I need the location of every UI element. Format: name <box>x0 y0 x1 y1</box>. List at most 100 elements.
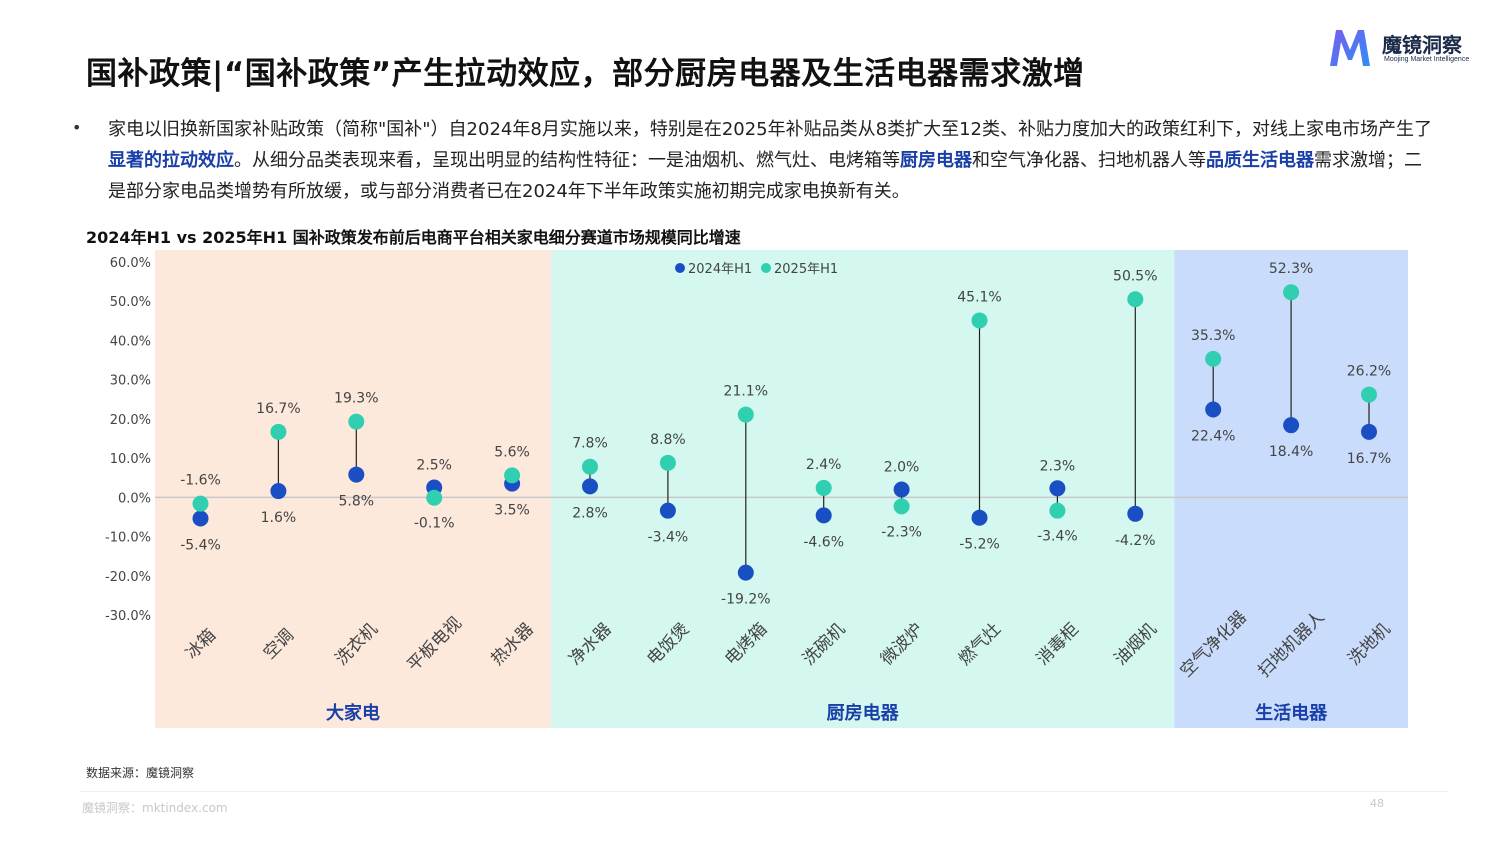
page-title: 国补政策|“国补政策”产生拉动效应，部分厨房电器及生活电器需求激增 <box>86 56 1085 92</box>
point-2024 <box>971 509 988 526</box>
point-2024 <box>815 507 832 524</box>
point-2024 <box>1127 505 1144 522</box>
y-tick-label: -30.0% <box>105 609 151 624</box>
data-label-2025: 19.3% <box>334 391 378 407</box>
point-2025 <box>192 495 209 512</box>
data-label-2024: 2.8% <box>572 505 608 521</box>
logo-name: 魔镜洞察 <box>1382 33 1462 57</box>
data-label-2025: -0.1% <box>414 516 455 532</box>
data-label-2024: 2.5% <box>416 458 452 474</box>
data-label-2025: 35.3% <box>1191 328 1235 344</box>
point-2024 <box>582 478 598 495</box>
data-label-2025: 5.6% <box>494 444 530 460</box>
data-label-2024: -4.6% <box>803 534 844 550</box>
data-source: 数据来源：魔镜洞察 <box>86 766 195 780</box>
summary-part-2: 。从细分品类表现来看，呈现出明显的结构性特征：一是油烟机、燃气灶、电烤箱等 <box>234 150 900 171</box>
data-label-2024: -19.2% <box>721 592 771 608</box>
data-label-2024: 5.8% <box>339 494 375 510</box>
y-tick-label: -10.0% <box>105 531 151 546</box>
point-2025 <box>1361 386 1377 403</box>
point-2025 <box>348 413 365 430</box>
point-2024 <box>270 483 287 500</box>
legend-label-2024: 2024年H1 <box>688 262 752 277</box>
data-label-2024: -5.4% <box>180 538 221 554</box>
highlight-kitchen: 厨房电器 <box>900 150 972 171</box>
bullet-marker: • <box>72 118 82 137</box>
y-tick-label: 50.0% <box>110 295 151 310</box>
point-2025 <box>1283 284 1300 301</box>
data-label-2025: -1.6% <box>180 473 221 489</box>
point-2025 <box>737 406 754 423</box>
point-2024 <box>659 502 676 519</box>
data-label-2024: -5.2% <box>959 537 1000 553</box>
point-2024 <box>893 481 910 498</box>
group-band <box>551 250 1175 728</box>
legend-marker-2025 <box>761 263 771 273</box>
point-2024 <box>1361 423 1377 440</box>
summary-part-4: 需求激增；二是部分家电品类增势有所放缓，或与部分消费者已在2024年下半年政策实… <box>108 150 1422 202</box>
point-2025 <box>815 479 832 496</box>
summary-part-1: 家电以旧换新国家补贴政策（简称"国补"）自2024年8月实施以来，特别是在202… <box>108 119 1432 140</box>
legend-label-2025: 2025年H1 <box>774 262 838 277</box>
point-2024 <box>1205 401 1222 418</box>
point-2025 <box>1049 502 1066 519</box>
legend-marker-2024 <box>675 263 685 273</box>
y-tick-label: 20.0% <box>110 413 151 428</box>
chart-title: 2024年H1 vs 2025年H1 国补政策发布前后电商平台相关家电细分赛道市… <box>86 228 741 247</box>
group-label: 生活电器 <box>1255 702 1328 724</box>
data-label-2025: 21.1% <box>724 384 768 400</box>
data-label-2025: 8.8% <box>650 432 686 448</box>
y-tick-label: 30.0% <box>110 374 151 389</box>
y-tick-label: 40.0% <box>110 334 151 349</box>
summary-part-3: 和空气净化器、扫地机器人等 <box>972 150 1206 171</box>
point-2024 <box>1049 480 1066 497</box>
footer-divider <box>80 791 1448 792</box>
group-label: 大家电 <box>326 702 380 724</box>
data-label-2024: 2.0% <box>884 459 920 475</box>
data-label-2024: 18.4% <box>1269 444 1313 460</box>
data-label-2025: -3.4% <box>1037 529 1078 545</box>
point-2025 <box>504 467 521 484</box>
y-tick-label: 60.0% <box>110 256 151 271</box>
highlight-pull-effect: 显著的拉动效应 <box>108 150 234 171</box>
data-label-2024: -4.2% <box>1115 533 1156 549</box>
group-label: 厨房电器 <box>827 702 900 724</box>
data-label-2024: 22.4% <box>1191 428 1235 444</box>
data-label-2024: 3.5% <box>494 503 530 519</box>
data-label-2025: 2.4% <box>806 457 842 473</box>
y-tick-label: 10.0% <box>110 452 151 467</box>
point-2025 <box>1205 350 1222 367</box>
brand-logo: 魔镜洞察 Moojing Market Intelligence <box>1326 26 1476 70</box>
highlight-quality-life: 品质生活电器 <box>1206 150 1314 171</box>
group-band <box>155 250 552 728</box>
data-label-2024: 1.6% <box>261 510 297 526</box>
point-2024 <box>737 564 754 581</box>
data-label-2025: 7.8% <box>572 436 608 452</box>
page-number: 48 <box>1370 797 1384 810</box>
y-tick-label: 0.0% <box>118 491 151 506</box>
logo-m-icon <box>1330 30 1370 66</box>
data-label-2025: 50.5% <box>1113 268 1157 284</box>
logo-subtitle: Moojing Market Intelligence <box>1384 56 1470 63</box>
point-2025 <box>582 458 598 475</box>
point-2024 <box>192 510 209 527</box>
data-label-2025: -2.3% <box>881 524 922 540</box>
data-label-2025: 45.1% <box>957 289 1001 305</box>
data-label-2025: 52.3% <box>1269 261 1313 277</box>
y-tick-label: -20.0% <box>105 570 151 585</box>
point-2025 <box>426 489 443 506</box>
point-2025 <box>270 423 287 440</box>
point-2025 <box>659 454 676 471</box>
footer-site: 魔镜洞察：mktindex.com <box>82 801 228 815</box>
point-2024 <box>1283 417 1300 434</box>
data-label-2024: 2.3% <box>1040 458 1076 474</box>
data-label-2025: 26.2% <box>1347 364 1391 380</box>
point-2025 <box>1127 291 1144 308</box>
data-label-2024: -3.4% <box>648 530 689 546</box>
summary-paragraph: 家电以旧换新国家补贴政策（简称"国补"）自2024年8月实施以来，特别是在202… <box>108 114 1438 207</box>
point-2024 <box>348 466 365 483</box>
point-2025 <box>971 312 988 329</box>
data-label-2024: 16.7% <box>1347 451 1391 467</box>
data-label-2025: 16.7% <box>256 401 300 417</box>
